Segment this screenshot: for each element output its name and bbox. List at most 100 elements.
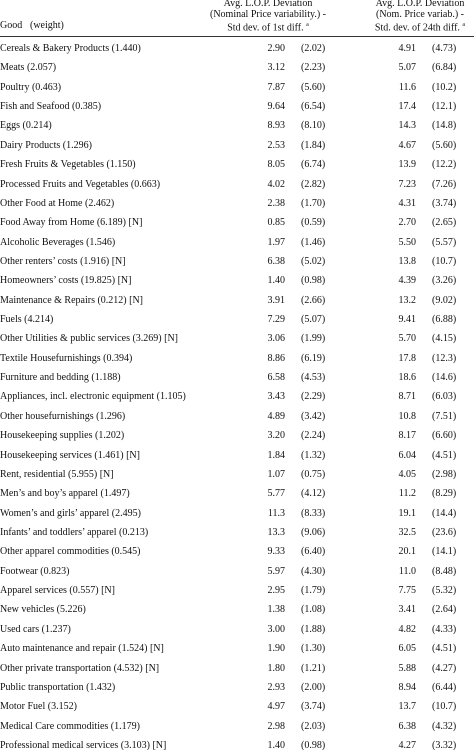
row-label: Auto maintenance and repair (1.524) [N]: [0, 643, 164, 655]
row-label: Meats (2.057): [0, 62, 57, 74]
value: 13.9: [398, 159, 417, 171]
sd-value: (6.74): [301, 159, 326, 171]
sd-value: (14.4): [432, 507, 457, 519]
row-label: Other apparel commodities (0.545): [0, 546, 141, 558]
value: 8.71: [398, 391, 417, 403]
row-label: Poultry (0.463): [0, 81, 62, 93]
value: 7.75: [398, 585, 417, 597]
value: 4.31: [398, 197, 417, 209]
row-label: Processed Fruits and Vegetables (0.663): [0, 178, 161, 190]
sd-value: (2.98): [432, 468, 457, 480]
row-label: Dairy Products (1.296): [0, 139, 92, 151]
sd-value: (6.40): [301, 546, 326, 558]
sd-value: (2.24): [301, 430, 326, 442]
value: 4.97: [267, 701, 286, 713]
header-weight: (weight): [30, 20, 64, 31]
sd-value: (12.2): [432, 159, 457, 171]
value: 4.82: [398, 623, 417, 635]
value: 6.58: [267, 372, 286, 384]
value: 3.20: [267, 430, 286, 442]
row-label: Other renters’ costs (1.916) [N]: [0, 255, 126, 267]
row-label: Housekeeping supplies (1.202): [0, 430, 125, 442]
row-label: Fuels (4.214): [0, 314, 54, 326]
sd-value: (1.70): [301, 197, 326, 209]
sd-value: (9.02): [432, 294, 457, 306]
value: 8.17: [398, 430, 417, 442]
row-label: Fish and Seafood (0.385): [0, 101, 102, 113]
sd-value: (4.51): [432, 449, 457, 461]
sd-value: (0.98): [301, 275, 326, 287]
value: 3.41: [398, 604, 417, 616]
sd-value: (5.07): [301, 314, 326, 326]
row-label: Footwear (0.823): [0, 565, 70, 577]
header-text: Std. dev. of 24th diff.: [374, 22, 460, 34]
row-label: Food Away from Home (6.189) [N]: [0, 217, 143, 229]
value: 4.02: [267, 178, 286, 190]
sd-value: (5.57): [432, 236, 457, 248]
row-label: Used cars (1.237): [0, 623, 71, 635]
header-line: Std dev. of 1st diff. a: [193, 20, 343, 33]
sd-value: (10.2): [432, 81, 457, 93]
sd-value: (3.26): [432, 275, 457, 287]
sd-value: (4.33): [432, 623, 457, 635]
row-label: Eggs (0.214): [0, 120, 52, 132]
sd-value: (4.73): [432, 43, 457, 54]
value: 2.98: [267, 720, 286, 732]
footnote-mark: a: [462, 22, 466, 28]
header-rule: [0, 36, 474, 37]
sd-value: (2.02): [301, 43, 326, 54]
value: 20.1: [398, 546, 417, 558]
value: 8.05: [267, 159, 286, 171]
value: 4.91: [398, 43, 417, 54]
row-label: Public transportation (1.432): [0, 681, 116, 693]
sd-value: (4.30): [301, 565, 326, 577]
sd-value: (4.51): [432, 643, 457, 655]
sd-value: (4.27): [432, 662, 457, 674]
row-label: Professional medical services (3.103) [N…: [0, 739, 167, 750]
value: 9.64: [267, 101, 286, 113]
sd-value: (5.02): [301, 255, 326, 267]
sd-value: (1.84): [301, 139, 326, 151]
sd-value: (7.26): [432, 178, 457, 190]
sd-value: (6.84): [432, 62, 457, 74]
row-label: Women’s and girls’ apparel (2.495): [0, 507, 141, 519]
sd-value: (1.88): [301, 623, 326, 635]
sd-value: (2.65): [432, 217, 457, 229]
value: 19.1: [398, 507, 417, 519]
value: 32.5: [398, 527, 417, 538]
value: 18.6: [398, 372, 417, 384]
sd-value: (3.32): [432, 739, 457, 750]
sd-value: (14.6): [432, 372, 457, 384]
sd-value: (0.75): [301, 468, 326, 480]
row-label: Cereals & Bakery Products (1.440): [0, 43, 141, 54]
value: 1.80: [267, 662, 286, 674]
header-line: (Nominal Price variability.) -: [210, 9, 326, 20]
value: 7.87: [267, 81, 286, 93]
sd-value: (5.60): [301, 81, 326, 93]
row-label: Other Food at Home (2.462): [0, 197, 115, 209]
sd-value: (14.8): [432, 120, 457, 132]
value: 17.4: [398, 101, 417, 113]
sd-value: (1.79): [301, 585, 326, 597]
sd-value: (6.88): [432, 314, 457, 326]
value: 9.41: [398, 314, 417, 326]
value: 4.67: [398, 139, 417, 151]
sd-value: (2.23): [301, 62, 326, 74]
value: 8.93: [267, 120, 286, 132]
row-label: Apparel services (0.557) [N]: [0, 585, 115, 597]
value: 1.38: [267, 604, 286, 616]
value: 3.06: [267, 333, 286, 345]
header-text: Std dev. of 1st diff.: [227, 22, 304, 34]
row-label: Motor Fuel (3.152): [0, 701, 77, 713]
sd-value: (10.7): [432, 701, 457, 713]
sd-value: (6.03): [432, 391, 457, 403]
sd-value: (1.21): [301, 662, 326, 674]
row-label: Homeowners’ costs (19.825) [N]: [0, 275, 132, 287]
sd-value: (7.51): [432, 410, 457, 422]
value: 17.8: [398, 352, 417, 364]
value: 2.70: [398, 217, 417, 229]
value: 2.38: [267, 197, 286, 209]
value: 1.40: [267, 275, 286, 287]
sd-value: (2.29): [301, 391, 326, 403]
value: 6.38: [267, 255, 286, 267]
